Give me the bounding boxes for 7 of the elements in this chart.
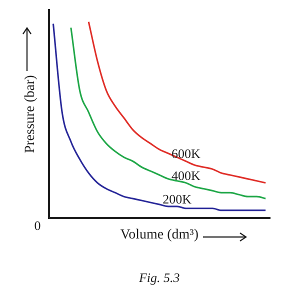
series-label: 200K: [162, 191, 192, 206]
series-label: 600K: [172, 146, 201, 162]
caption: Fig. 5.3: [138, 270, 180, 285]
series-label: 400K: [172, 168, 201, 183]
y-axis-title: Pressure (bar): [23, 74, 38, 154]
x-axis-title: Volume (dm³): [120, 227, 199, 242]
text: 0: [34, 218, 41, 234]
